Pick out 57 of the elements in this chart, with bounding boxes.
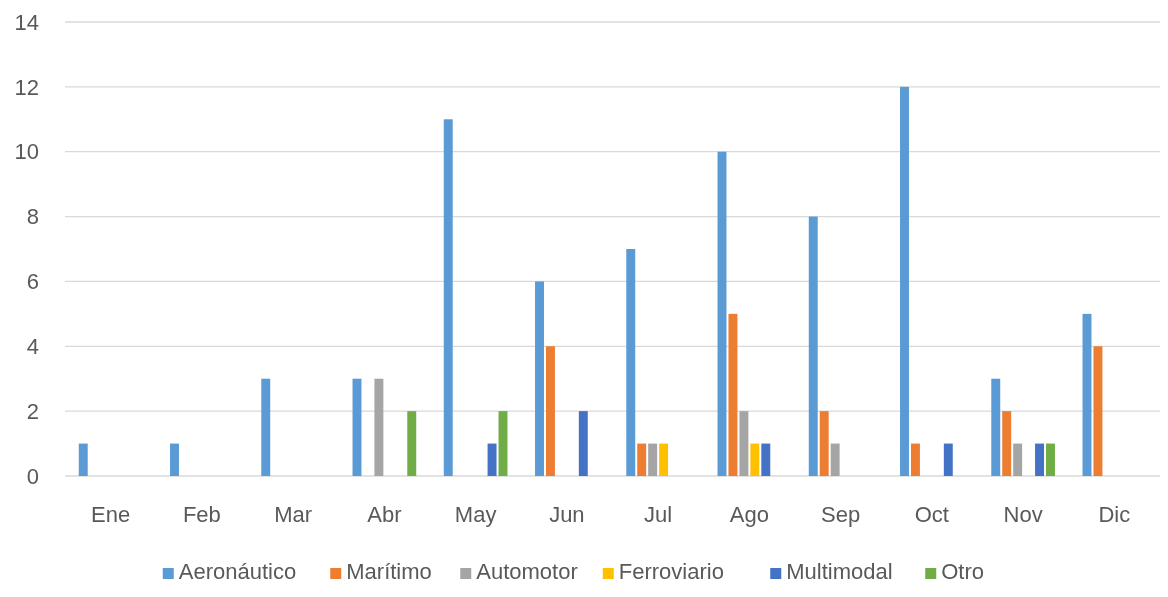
legend-label: Otro [941, 559, 985, 584]
legend-label: Aeronáutico [178, 559, 297, 584]
bar [761, 443, 771, 476]
bar [659, 443, 669, 476]
x-tick-label: Ene [91, 502, 131, 527]
bar [374, 378, 384, 476]
bar [637, 443, 647, 476]
x-tick-label: Oct [914, 502, 949, 527]
bar [545, 346, 555, 476]
bar [170, 443, 179, 476]
legend-label: Multimodal [786, 559, 893, 584]
x-tick-label: Jun [549, 502, 585, 527]
x-tick-label: Abr [367, 502, 402, 527]
bar [750, 443, 760, 476]
x-tick-label: Dic [1098, 502, 1131, 527]
bar [1093, 346, 1103, 476]
x-tick-label: Feb [182, 502, 221, 527]
bar [900, 86, 909, 476]
bar [261, 378, 271, 476]
y-tick-label: 10 [14, 139, 39, 165]
bar [991, 378, 1001, 476]
legend-label: Automotor [476, 559, 578, 584]
y-tick-label: 12 [14, 74, 39, 100]
bar [648, 443, 658, 476]
bar [808, 216, 818, 476]
bar [1013, 443, 1023, 476]
y-tick-label: 14 [14, 9, 39, 35]
bar [830, 443, 840, 476]
y-tick-label: 4 [26, 333, 39, 359]
bar [819, 411, 829, 476]
legend-label: Marítimo [346, 559, 432, 584]
x-tick-label: Ago [729, 502, 769, 527]
x-tick-label: Sep [821, 502, 861, 527]
bar [487, 443, 497, 476]
y-tick-label: 0 [26, 463, 39, 489]
bar [1002, 411, 1012, 476]
x-tick-label: Jul [644, 502, 673, 527]
bar [728, 313, 738, 476]
bar [535, 281, 544, 476]
bar [626, 249, 636, 476]
bar [1035, 443, 1045, 476]
bar [739, 411, 749, 476]
bar [910, 443, 920, 476]
bar [78, 443, 88, 476]
bar [498, 411, 508, 476]
bar [407, 411, 417, 476]
legend-label: Ferroviario [618, 559, 724, 584]
bar [943, 443, 953, 476]
y-tick-label: 8 [26, 204, 39, 230]
x-tick-label: Mar [274, 502, 313, 527]
y-tick-label: 2 [26, 398, 39, 424]
x-tick-label: May [454, 502, 497, 527]
y-tick-label: 6 [26, 269, 39, 295]
x-tick-label: Nov [1003, 502, 1043, 527]
bar [578, 411, 588, 476]
bar [443, 119, 453, 476]
bar [1046, 443, 1055, 476]
